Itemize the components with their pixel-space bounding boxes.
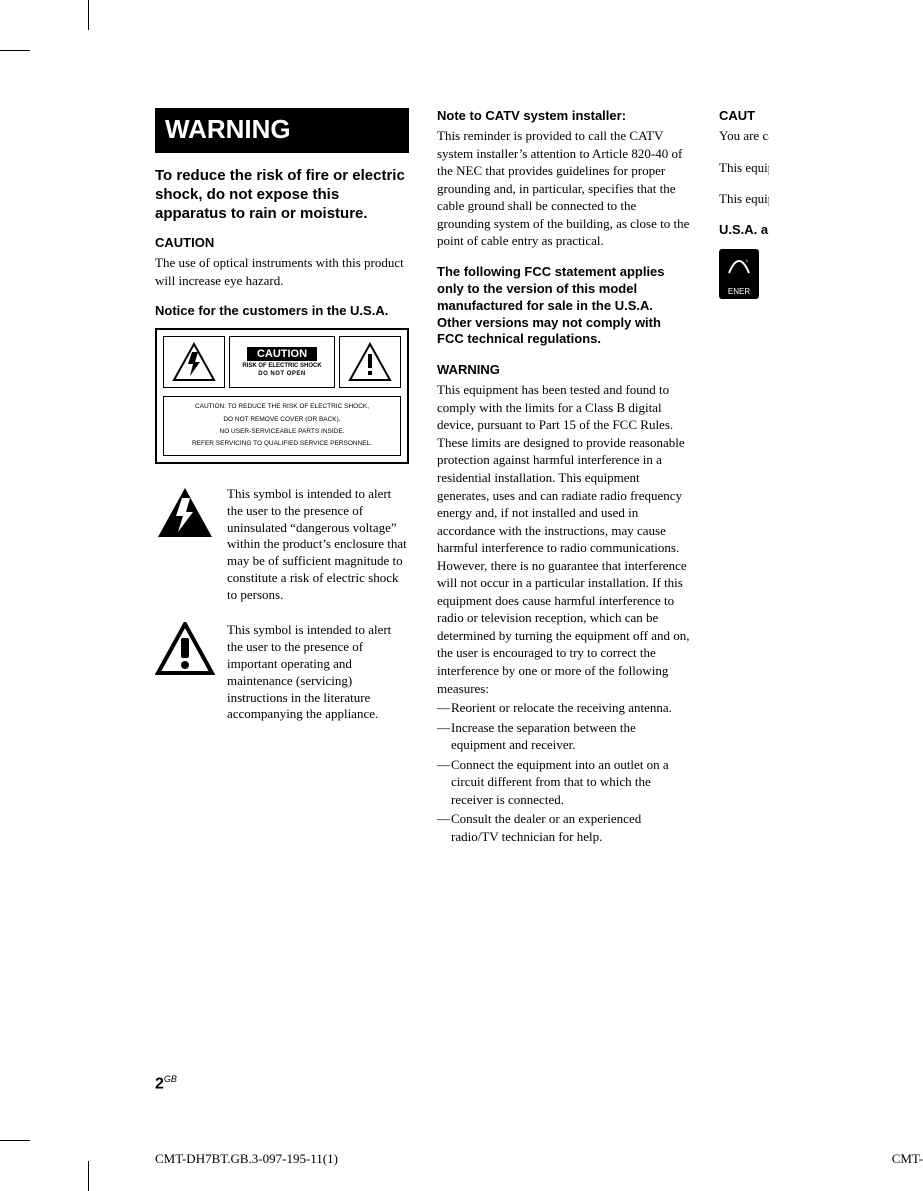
col3-p1: You are cautioned that any changes or mo… <box>719 127 769 145</box>
symbol-shock-row: This symbol is intended to alert the use… <box>155 486 409 604</box>
caution-heading: CAUTION <box>155 235 409 250</box>
column-3: CAUT You are cautioned that any changes … <box>719 108 769 848</box>
measure-item: —Consult the dealer or an experienced ra… <box>437 810 691 845</box>
symbol-exclaim-row: This symbol is intended to alert the use… <box>155 622 409 723</box>
col3-p3: This equipment complies with FCC radiati… <box>719 190 769 208</box>
fcc-heading: The following FCC statement applies only… <box>437 264 691 348</box>
page-content: WARNING To reduce the risk of fire or el… <box>155 108 923 848</box>
col3-p2: This equipment must not be co-located or… <box>719 159 769 177</box>
column-1: WARNING To reduce the risk of fire or el… <box>155 108 409 848</box>
footer-left: CMT-DH7BT.GB.3-097-195-11(1) <box>155 1151 338 1167</box>
shock-triangle-icon <box>163 336 225 388</box>
caution-label-body: CAUTION: TO REDUCE THE RISK OF ELECTRIC … <box>163 396 401 455</box>
caution-text: The use of optical instruments with this… <box>155 254 409 289</box>
caution-label-word: CAUTION <box>247 347 317 361</box>
caution-label-sub1: RISK OF ELECTRIC SHOCK <box>242 363 321 369</box>
warning-body: This equipment has been tested and found… <box>437 381 691 697</box>
exclaim-triangle-icon <box>339 336 401 388</box>
symbol-exclaim-text: This symbol is intended to alert the use… <box>227 622 409 723</box>
energy-star-icon: ENER <box>719 249 759 299</box>
warning-heading: WARNING <box>155 108 409 153</box>
measure-item: —Connect the equipment into an outlet on… <box>437 756 691 809</box>
page-number: 2GB <box>155 1074 177 1093</box>
notice-usa-heading: Notice for the customers in the U.S.A. <box>155 303 409 318</box>
warning-subhead: WARNING <box>437 362 691 377</box>
catv-heading: Note to CATV system installer: <box>437 108 691 123</box>
measures-list: —Reorient or relocate the receiving ante… <box>437 699 691 845</box>
column-2: Note to CATV system installer: This remi… <box>437 108 691 848</box>
measure-item: —Increase the separation between the equ… <box>437 719 691 754</box>
caution-label: CAUTION RISK OF ELECTRIC SHOCK DO NOT OP… <box>155 328 409 463</box>
col3-caution-head: CAUT <box>719 108 769 123</box>
measure-item: —Reorient or relocate the receiving ante… <box>437 699 691 717</box>
intro-warning: To reduce the risk of fire or electric s… <box>155 167 409 223</box>
catv-body: This reminder is provided to call the CA… <box>437 127 691 250</box>
col3-usa-head: U.S.A. and Canadian models only <box>719 222 769 239</box>
symbol-shock-text: This symbol is intended to alert the use… <box>227 486 409 604</box>
footer-right: CMT- <box>892 1151 923 1167</box>
energy-star-label: ENER <box>728 287 750 296</box>
exclaim-symbol-icon <box>155 622 215 723</box>
shock-symbol-icon <box>155 486 215 604</box>
caution-label-sub2: DO NOT OPEN <box>258 371 306 377</box>
